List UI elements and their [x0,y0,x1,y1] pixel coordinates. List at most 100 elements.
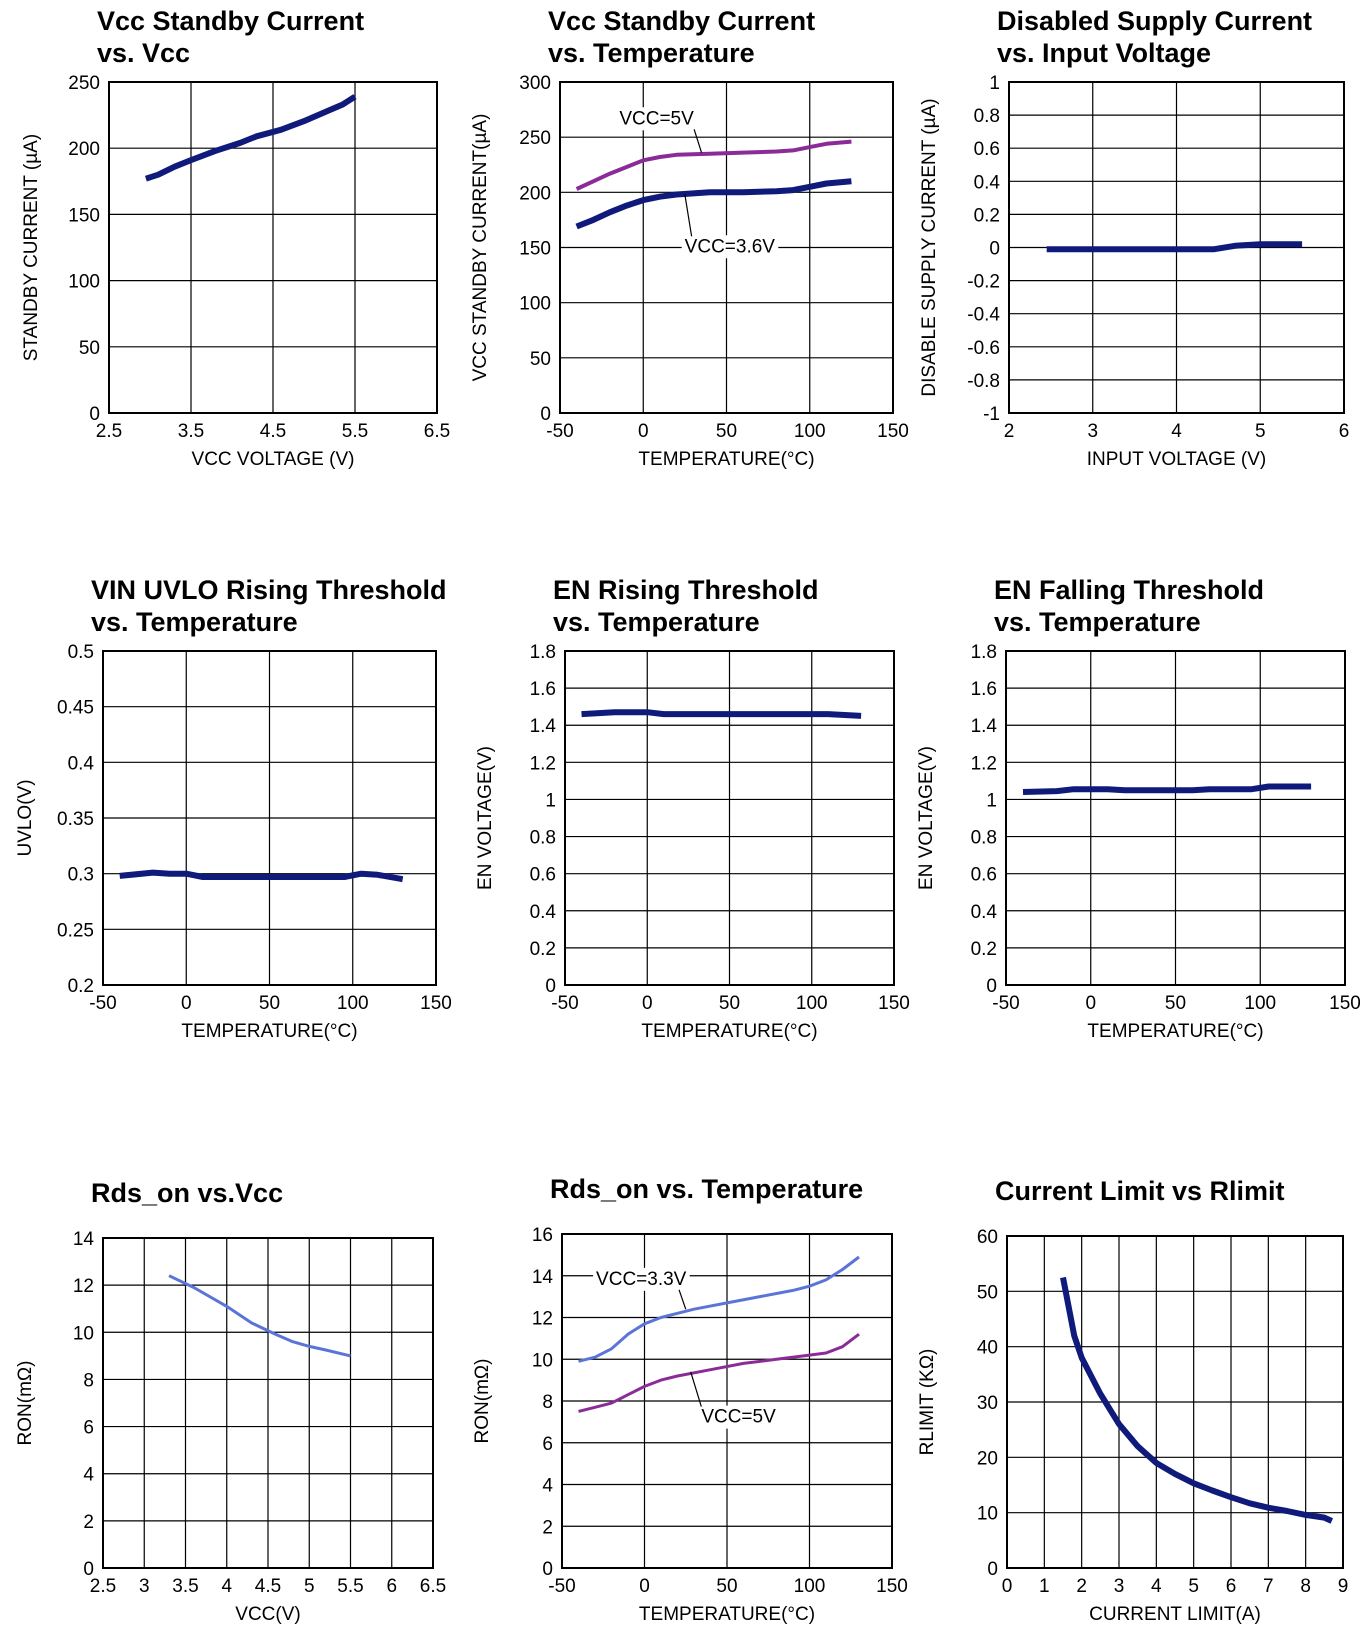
y-tick-label: -0.2 [967,272,1000,293]
y-axis-label: EN VOLTAGE(V) [916,746,937,890]
chart-title: Current Limit vs Rlimit [995,1176,1285,1206]
x-tick-label: 4 [1171,421,1182,442]
chart-title: vs. Temperature [548,38,755,68]
y-axis-label: RON(mΩ) [15,1361,36,1446]
y-tick-label: 0.25 [57,920,94,941]
y-tick-label: 100 [519,294,551,315]
x-tick-label: 6 [1226,1576,1237,1597]
y-tick-label: 4 [542,1476,553,1497]
y-tick-label: 50 [79,338,100,359]
chart-7: Rds_on vs.Vcc 2.5 3 3.5 4 4.5 5 5.5 6 6.5 0 2 4 6 8 10 1… [15,1178,446,1625]
y-tick-label: -0.4 [967,305,1000,326]
y-tick-label: 250 [68,73,100,94]
y-tick-label: 0.45 [57,698,94,719]
y-tick-label: 0.8 [971,828,997,849]
y-tick-label: 1.2 [530,753,556,774]
chart-title: EN Falling Threshold [994,575,1264,605]
chart-4: VIN UVLO Rising Thresholdvs. Temperature… [15,575,452,1042]
y-tick-label: 0.6 [530,865,556,886]
y-tick-label: 20 [977,1448,998,1469]
x-tick-label: 3 [1114,1576,1125,1597]
chart-title: VIN UVLO Rising Threshold [91,575,447,605]
chart-title: Rds_on vs. Temperature [550,1174,863,1204]
x-tick-label: 3 [139,1576,150,1597]
y-tick-label: 200 [519,183,551,204]
y-tick-label: 50 [530,349,551,370]
y-axis-label: EN VOLTAGE(V) [475,746,496,890]
x-axis-label: TEMPERATURE(°C) [1087,1021,1263,1042]
x-tick-label: 6.5 [420,1576,446,1597]
y-tick-label: 50 [977,1282,998,1303]
y-tick-label: 0.8 [974,106,1000,127]
y-tick-label: 0 [542,1559,553,1580]
y-tick-label: 0 [989,239,1000,260]
x-axis-label: TEMPERATURE(°C) [638,449,814,470]
x-tick-label: 4.5 [260,421,286,442]
series-line [1023,787,1311,793]
x-axis-label: TEMPERATURE(°C) [641,1021,817,1042]
y-tick-label: 4 [83,1465,94,1486]
x-tick-label: 5 [304,1576,315,1597]
y-tick-label: 40 [977,1338,998,1359]
y-tick-label: 0.6 [974,139,1000,160]
y-tick-label: 1.6 [971,679,997,700]
chart-title: vs. Temperature [553,607,760,637]
series-annotation: VCC=5V [619,108,694,129]
annotation-leader [679,1290,686,1309]
x-axis-label: TEMPERATURE(°C) [639,1604,815,1625]
x-tick-label: 5 [1255,421,1266,442]
x-tick-label: 2 [1004,421,1015,442]
x-tick-label: 0 [1002,1576,1013,1597]
y-tick-label: 0.4 [974,172,1001,193]
chart-title: Rds_on vs.Vcc [91,1178,283,1208]
y-tick-label: 0.2 [974,205,1000,226]
y-tick-label: 1.4 [530,716,557,737]
y-axis-label: UVLO(V) [15,779,36,856]
chart-title: Vcc Standby Current [548,6,815,36]
y-tick-label: 300 [519,73,551,94]
x-tick-label: 150 [420,993,452,1014]
chart-title: Disabled Supply Current [997,6,1312,36]
y-tick-label: 2 [542,1517,553,1538]
x-tick-label: 100 [337,993,369,1014]
x-tick-label: 0 [1085,993,1096,1014]
y-tick-label: 250 [519,128,551,149]
annotation-leader [685,195,692,237]
y-tick-label: 0.4 [971,902,998,923]
y-tick-label: 0.2 [530,939,556,960]
y-tick-label: 0 [986,976,997,997]
y-tick-label: 0 [89,404,100,425]
x-tick-label: 9 [1338,1576,1349,1597]
chart-title: vs. Input Voltage [997,38,1211,68]
y-tick-label: 6 [83,1418,94,1439]
x-tick-label: 5.5 [337,1576,363,1597]
x-tick-label: 2 [1076,1576,1087,1597]
y-tick-label: 2 [83,1512,94,1533]
x-tick-label: 50 [1165,993,1186,1014]
series-line [169,1276,351,1356]
x-tick-label: 5.5 [342,421,368,442]
x-tick-label: 6.5 [424,421,450,442]
y-axis-label: RLIMIT (KΩ) [917,1349,938,1456]
series-annotation: VCC=3.6V [685,236,776,257]
chart-title: vs. Vcc [97,38,190,68]
x-tick-label: 3.5 [172,1576,198,1597]
y-tick-label: 10 [73,1323,94,1344]
y-tick-label: 10 [977,1504,998,1525]
y-tick-label: 1 [986,790,997,811]
y-axis-label: RON(mΩ) [472,1359,493,1444]
x-tick-label: 0 [642,993,653,1014]
y-tick-label: 1 [989,73,1000,94]
x-tick-label: 100 [794,1576,826,1597]
y-tick-label: 14 [73,1229,95,1250]
x-tick-label: 4.5 [255,1576,281,1597]
y-tick-label: 0.2 [68,976,94,997]
series-line [582,712,862,716]
y-tick-label: 0.6 [971,865,997,886]
y-tick-label: 30 [977,1393,998,1414]
y-tick-label: 0.4 [530,902,557,923]
series-annotation: VCC=3.3V [596,1269,687,1290]
x-tick-label: 50 [259,993,280,1014]
chart-title: Vcc Standby Current [97,6,364,36]
